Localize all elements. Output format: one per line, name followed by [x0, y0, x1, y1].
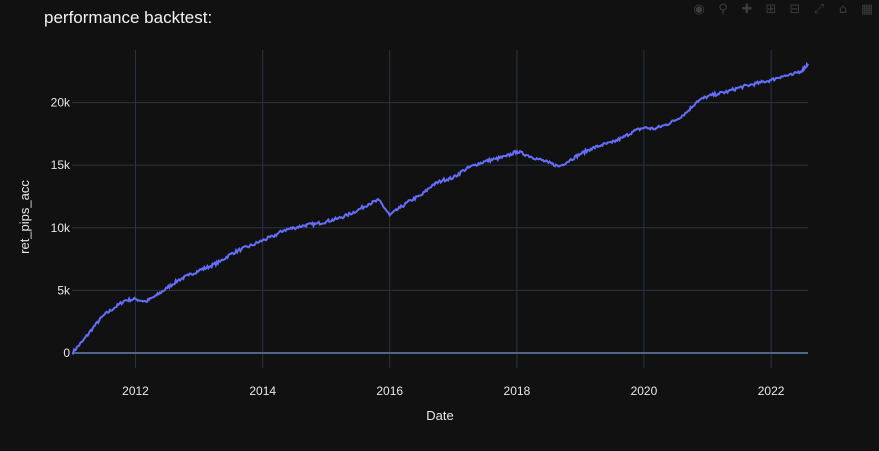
zoom-in-icon[interactable]: ⊞: [765, 1, 777, 17]
y-tick-label: 15k: [51, 158, 71, 172]
zoom-out-icon[interactable]: ⊟: [789, 1, 801, 17]
y-tick-label: 10k: [51, 221, 71, 235]
y-axis-title: ret_pips_acc: [17, 180, 32, 254]
autoscale-icon[interactable]: ⤢: [813, 1, 825, 17]
y-tick-label: 0: [63, 346, 70, 360]
chart-title: performance backtest:: [44, 8, 213, 27]
y-tick-label: 20k: [51, 96, 71, 110]
x-axis-title: Date: [426, 408, 453, 423]
plotly-logo-icon[interactable]: ▦: [860, 1, 874, 17]
pan-icon[interactable]: ✚: [741, 1, 753, 17]
x-tick-label: 2016: [376, 384, 403, 398]
x-tick-label: 2022: [758, 384, 785, 398]
x-tick-label: 2018: [504, 384, 531, 398]
series-line[interactable]: [71, 61, 809, 355]
camera-icon[interactable]: ◉: [693, 1, 705, 17]
zoom-icon[interactable]: ⚲: [718, 1, 728, 17]
home-icon[interactable]: ⌂: [838, 1, 848, 17]
x-tick-label: 2014: [249, 384, 276, 398]
y-tick-label: 5k: [57, 283, 71, 297]
x-tick-label: 2020: [631, 384, 658, 398]
x-tick-label: 2012: [122, 384, 149, 398]
modebar: ◉ ⚲ ✚ ⊞ ⊟ ⤢ ⌂ ▦: [691, 0, 875, 18]
